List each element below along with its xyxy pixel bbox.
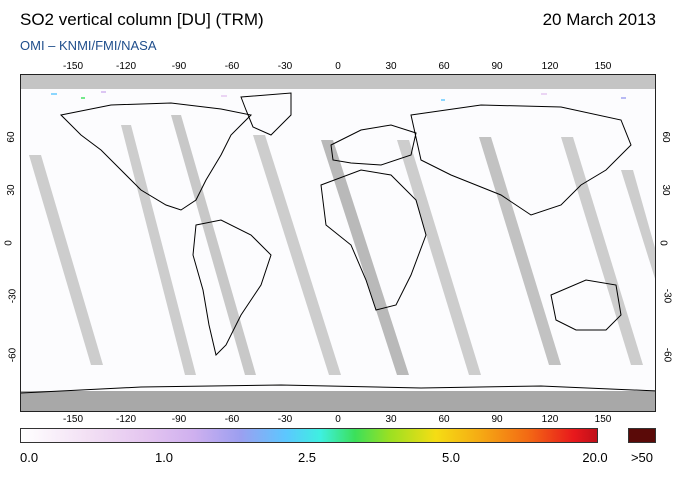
- bottom-lon-tick: -30: [277, 414, 293, 425]
- bottom-lon-tick: 0: [335, 414, 341, 425]
- scale-label: 5.0: [441, 450, 461, 465]
- bottom-lon-tick: -150: [62, 414, 84, 425]
- top-lon-tick: -60: [224, 61, 240, 72]
- left-lat-tick: -60: [7, 347, 19, 363]
- so2-color-scale-bar: [20, 428, 598, 443]
- scale-label: 0.0: [20, 450, 39, 465]
- bottom-lon-tick: 30: [385, 414, 397, 425]
- top-lon-tick: 120: [541, 61, 559, 72]
- top-lon-tick: 60: [438, 61, 450, 72]
- bottom-lon-tick: -120: [115, 414, 137, 425]
- right-lat-tick: 0: [657, 240, 669, 246]
- top-lon-tick: 90: [491, 61, 503, 72]
- top-lon-tick: -150: [62, 61, 84, 72]
- right-lat-tick: 30: [660, 184, 672, 196]
- scale-label: 20.0: [582, 450, 608, 465]
- top-lon-tick: 30: [385, 61, 397, 72]
- scale-label: 2.5: [297, 450, 317, 465]
- top-lon-tick: -30: [277, 61, 293, 72]
- north-noise: [51, 91, 626, 101]
- data-source-credit: OMI – KNMI/FMI/NASA: [20, 38, 157, 53]
- overflow-label: >50: [630, 450, 654, 465]
- south-pole-no-data: [21, 391, 655, 411]
- bottom-lon-tick: 60: [438, 414, 450, 425]
- right-lat-tick: -30: [661, 288, 673, 304]
- left-lat-tick: -30: [7, 288, 19, 304]
- top-lon-tick: 150: [594, 61, 612, 72]
- left-lat-tick: 0: [3, 240, 15, 246]
- left-lat-tick: 60: [6, 131, 18, 143]
- right-lat-tick: -60: [661, 347, 673, 363]
- top-lon-tick: 0: [335, 61, 341, 72]
- right-lat-tick: 60: [660, 131, 672, 143]
- bottom-lon-tick: -60: [224, 414, 240, 425]
- bottom-lon-tick: 90: [491, 414, 503, 425]
- map-title: SO2 vertical column [DU] (TRM): [20, 10, 264, 29]
- top-lon-tick: -90: [171, 61, 187, 72]
- bottom-lon-tick: 120: [541, 414, 559, 425]
- coastlines: [21, 92, 655, 394]
- bottom-lon-tick: 150: [594, 414, 612, 425]
- overflow-color-swatch: [628, 428, 656, 443]
- left-lat-tick: 30: [6, 184, 18, 196]
- bottom-lon-tick: -90: [171, 414, 187, 425]
- map-date: 20 March 2013: [542, 10, 656, 29]
- orbit-gap-stripes: [29, 115, 655, 375]
- north-pole-no-data: [21, 75, 655, 89]
- so2-world-map: [20, 74, 656, 412]
- scale-label: 1.0: [154, 450, 174, 465]
- map-canvas: [21, 75, 655, 411]
- top-lon-tick: -120: [115, 61, 137, 72]
